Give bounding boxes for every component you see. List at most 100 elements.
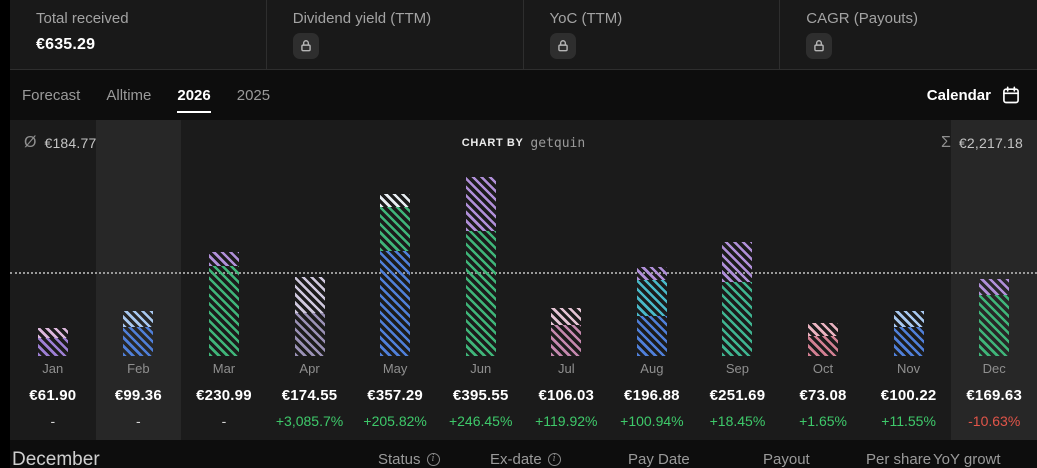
bar-segment [37,328,68,338]
month-label: Oct [812,361,834,376]
yoy-growth: +119.92% [535,413,598,429]
info-icon[interactable]: i [547,453,561,466]
column-header-label: Per share [866,451,932,468]
payout-value: €99.36 [114,387,162,404]
dividend-bar-jul[interactable] [524,166,610,356]
bar [37,328,68,356]
bar-segment [979,294,1010,356]
yoy-growth: - [50,413,56,429]
bar-segment [636,280,667,316]
dividend-bar-dec[interactable] [951,166,1037,356]
bar [979,279,1010,356]
bar-segment [380,250,411,356]
bar-segment [979,279,1010,295]
month-label: Mar [212,361,236,376]
average-symbol: Ø [24,134,37,151]
month-label: Jan [42,361,64,376]
bar-segment [893,310,924,327]
bar-segment [380,207,411,251]
yoy-growth: +18.45% [709,413,766,429]
average-stat: Ø €184.77 [24,134,96,152]
payout-value: €73.08 [799,387,847,404]
locked-value-button[interactable] [549,33,576,59]
dividend-bar-jan[interactable] [10,166,96,356]
bar-segment [465,230,496,356]
chart-grid: Jan €61.90 - Feb €99.36 - Mar €230.99 - Apr €174.5… [10,166,1037,440]
yoy-growth: +246.45% [448,413,513,429]
month-label: Feb [127,361,150,376]
bar-segment [551,308,582,325]
lock-icon [299,39,313,53]
dividend-bar-aug[interactable] [609,166,695,356]
bar-segment [123,311,154,327]
dividend-bar-feb[interactable] [96,166,182,356]
dividend-bar-may[interactable] [352,166,438,356]
selected-month-title: December [12,449,100,468]
period-tabs: Forecast Alltime 2026 2025 Calendar [10,70,1037,120]
payout-value: €357.29 [367,387,423,404]
dividends-bar-chart: Ø €184.77 CHART BY getquin Σ €2,217.18 J… [10,120,1037,440]
bar [551,308,582,356]
column-header-yoy-growt: YoY growt [933,451,1001,468]
payout-value: €100.22 [880,387,937,404]
bar-segment [722,242,753,282]
average-value: €184.77 [44,135,97,151]
tab-alltime[interactable]: Alltime [106,86,152,104]
sum-symbol: Σ [941,134,951,151]
dividend-bar-mar[interactable] [181,166,267,356]
payouts-table-header: December Status i Ex-date i Pay Date Payout Pe… [10,440,1037,468]
bar-segment [893,326,924,356]
stat-title: Total received [36,10,129,27]
dividend-bar-sep[interactable] [695,166,781,356]
locked-value-button[interactable] [292,33,319,59]
yoy-growth: -10.63% [968,413,1021,429]
bar [893,310,924,356]
calendar-button[interactable]: Calendar [927,85,1021,105]
tab-forecast[interactable]: Forecast [22,86,81,104]
yoy-growth: - [136,413,141,429]
chart-watermark: CHART BY getquin [10,120,1037,166]
calendar-button-label: Calendar [926,86,991,104]
bar [380,194,411,356]
stats-row: Total received €635.29 Dividend yield (T… [10,0,1037,70]
bar [722,242,753,356]
brand-name: getquin [530,135,586,151]
column-header-pay-date: Pay Date [628,451,690,468]
dividend-bar-apr[interactable] [267,166,353,356]
bar-segment [208,251,239,267]
month-label: Sep [725,361,750,376]
bar [123,311,154,356]
bar-segment [208,266,239,356]
column-header-payout: Payout [763,451,810,468]
payout-value: €106.03 [538,387,595,404]
stat-card-yoc: YoC (TTM) [524,0,781,69]
dividend-bar-nov[interactable] [866,166,952,356]
payout-value: €169.63 [966,387,1023,404]
bar [636,266,667,356]
bar-segment [294,312,325,356]
yoy-growth: +205.82% [363,413,427,429]
stat-card-dividend-yield: Dividend yield (TTM) [267,0,524,69]
payout-value: €174.55 [281,387,338,404]
chart-topbar: Ø €184.77 CHART BY getquin Σ €2,217.18 [10,120,1037,166]
sum-stat: Σ €2,217.18 [941,134,1023,152]
info-icon[interactable]: i [426,453,440,466]
payout-value: €61.90 [29,387,77,404]
stat-card-cagr: CAGR (Payouts) [780,0,1037,69]
dividends-dashboard: Total received €635.29 Dividend yield (T… [10,0,1037,468]
bar-segment [123,326,154,356]
month-label: Dec [982,361,1006,376]
yoy-growth: +3,085.7% [275,413,344,429]
lock-icon [812,39,826,53]
locked-value-button[interactable] [806,33,833,59]
bar-segment [465,177,496,231]
stat-title: CAGR (Payouts) [806,10,918,27]
tab-2025[interactable]: 2025 [236,86,271,104]
dividend-bar-oct[interactable] [780,166,866,356]
bar-segment [380,194,411,208]
column-header-label: Status [378,451,421,468]
dividend-bar-jun[interactable] [438,166,524,356]
yoy-growth: +100.94% [620,413,684,429]
tab-2026[interactable]: 2026 [177,86,212,113]
month-label: Nov [897,361,921,376]
